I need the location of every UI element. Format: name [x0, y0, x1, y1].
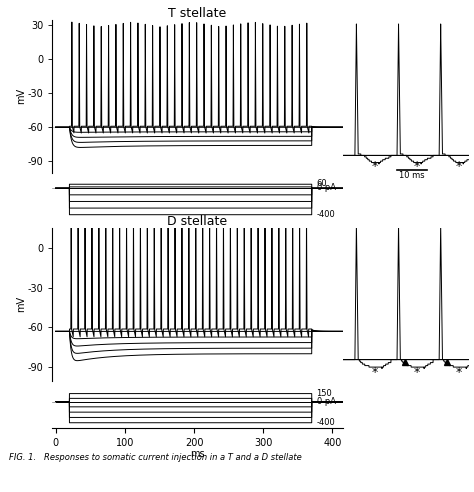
Text: *: *	[456, 160, 462, 173]
Text: 150: 150	[317, 389, 332, 398]
Text: *: *	[413, 367, 419, 379]
Text: *: *	[371, 367, 378, 379]
Y-axis label: mV: mV	[16, 296, 26, 312]
Title: D stellate: D stellate	[167, 215, 228, 228]
Text: *: *	[371, 160, 378, 173]
Title: T stellate: T stellate	[168, 7, 227, 20]
Y-axis label: mV: mV	[16, 88, 26, 104]
Text: *: *	[413, 160, 419, 173]
Text: 10 ms: 10 ms	[399, 171, 425, 180]
Text: 0 pA: 0 pA	[317, 397, 336, 406]
X-axis label: ms: ms	[190, 449, 205, 459]
Text: -400: -400	[317, 418, 335, 427]
Text: 60: 60	[317, 180, 327, 188]
Text: FIG. 1.   Responses to somatic current injection in a T and a D stellate: FIG. 1. Responses to somatic current inj…	[9, 453, 302, 461]
Text: 0 pA: 0 pA	[317, 184, 336, 192]
Text: *: *	[456, 367, 462, 379]
Text: -400: -400	[317, 210, 335, 219]
